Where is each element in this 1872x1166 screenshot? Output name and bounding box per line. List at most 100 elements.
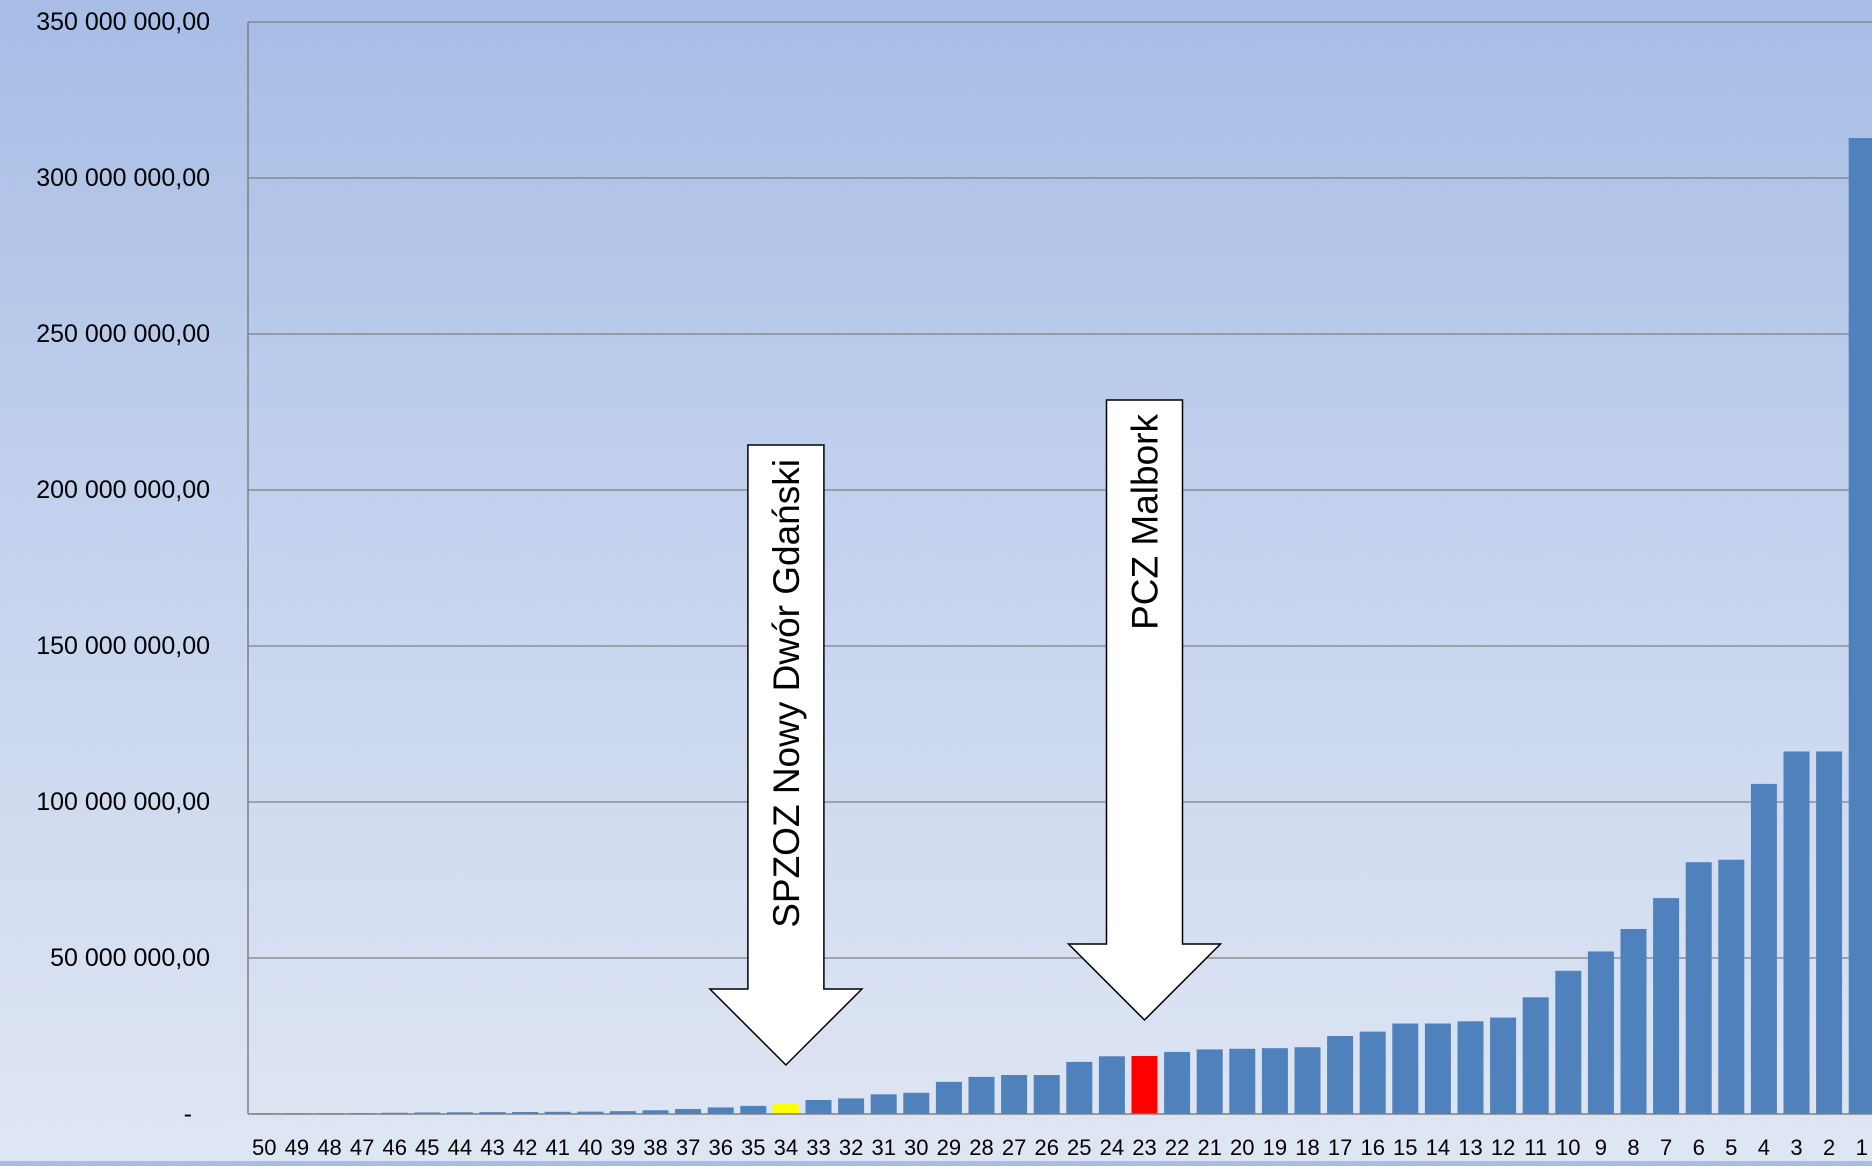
bar-10: [1555, 970, 1582, 1114]
x-tick-label-14: 14: [1426, 1135, 1450, 1160]
x-tick-label-3: 3: [1790, 1135, 1802, 1160]
bar-38: [642, 1110, 669, 1114]
bar-30: [903, 1092, 930, 1114]
annotation-arrow-pcz-malbork: [1066, 399, 1223, 1022]
annotation-arrow-spzoz-nowy-dw-r-gda-ski: [708, 444, 864, 1067]
x-tick-label-11: 11: [1524, 1135, 1547, 1160]
y-tick-label-0: -: [184, 1100, 192, 1128]
x-tick-label-18: 18: [1295, 1135, 1319, 1160]
bar-27: [1001, 1075, 1028, 1114]
x-tick-label-34: 34: [774, 1135, 798, 1160]
x-tick-label-22: 22: [1165, 1135, 1189, 1160]
bar-41: [544, 1111, 571, 1114]
bar-20: [1229, 1048, 1256, 1114]
y-tick-label-7: 350 000 000,00: [36, 8, 210, 36]
x-tick-label-29: 29: [937, 1135, 961, 1160]
bar-7: [1653, 898, 1680, 1114]
x-tick-label-24: 24: [1100, 1135, 1124, 1160]
bars: [251, 138, 1872, 1115]
bar-19: [1261, 1048, 1288, 1114]
bar-39: [609, 1111, 636, 1114]
y-axis-tick-labels: - 50 000 000,00 100 000 000,00 150 000 000,…: [36, 8, 210, 1128]
bar-16: [1359, 1031, 1386, 1114]
x-tick-label-16: 16: [1360, 1135, 1384, 1160]
x-tick-label-13: 13: [1458, 1135, 1482, 1160]
x-tick-label-6: 6: [1693, 1135, 1705, 1160]
x-tick-label-9: 9: [1595, 1135, 1607, 1160]
x-tick-label-49: 49: [285, 1135, 309, 1160]
x-tick-label-19: 19: [1263, 1135, 1287, 1160]
x-tick-label-21: 21: [1197, 1135, 1221, 1160]
annotation-label-pcz-malbork: PCZ Malbork: [1125, 414, 1166, 630]
x-tick-label-32: 32: [839, 1135, 863, 1160]
x-tick-label-41: 41: [545, 1135, 569, 1160]
y-tick-label-3: 150 000 000,00: [36, 632, 210, 660]
x-tick-label-27: 27: [1002, 1135, 1026, 1160]
x-tick-label-28: 28: [969, 1135, 993, 1160]
y-tick-label-2: 100 000 000,00: [36, 788, 210, 816]
bar-22: [1164, 1051, 1191, 1114]
bar-24: [1098, 1056, 1125, 1114]
bar-2: [1816, 751, 1843, 1114]
x-tick-label-4: 4: [1758, 1135, 1770, 1160]
bar-37: [675, 1109, 702, 1114]
x-tick-label-26: 26: [1034, 1135, 1058, 1160]
y-tick-label-4: 200 000 000,00: [36, 476, 210, 504]
bar-40: [577, 1111, 604, 1114]
x-tick-label-45: 45: [415, 1135, 439, 1160]
x-tick-label-5: 5: [1725, 1135, 1737, 1160]
bar-35: [740, 1105, 767, 1114]
x-tick-label-47: 47: [350, 1135, 374, 1160]
bar-15: [1392, 1023, 1419, 1114]
x-axis-tick-labels: 50 49 48 47 46 45 44 43 42 41 40 39 38 37 36 35 34 33 32 31…: [252, 1135, 1868, 1160]
x-tick-label-12: 12: [1491, 1135, 1515, 1160]
x-tick-label-25: 25: [1067, 1135, 1091, 1160]
y-tick-label-5: 250 000 000,00: [36, 320, 210, 348]
y-tick-label-6: 300 000 000,00: [36, 164, 210, 192]
x-tick-label-43: 43: [480, 1135, 504, 1160]
bar-4: [1750, 783, 1777, 1114]
x-tick-label-50: 50: [252, 1135, 276, 1160]
bar-44: [446, 1112, 473, 1114]
axes: [247, 22, 1872, 1115]
bar-13: [1457, 1021, 1484, 1114]
bar-12: [1490, 1017, 1517, 1114]
bar-31: [870, 1094, 897, 1114]
x-tick-label-17: 17: [1328, 1135, 1352, 1160]
bar-42: [512, 1111, 539, 1114]
x-tick-label-7: 7: [1660, 1135, 1672, 1160]
bar-45: [414, 1112, 441, 1114]
x-tick-label-42: 42: [513, 1135, 537, 1160]
bar-26: [1033, 1075, 1060, 1114]
x-tick-label-35: 35: [741, 1135, 765, 1160]
x-tick-label-10: 10: [1556, 1135, 1580, 1160]
bar-33: [805, 1099, 832, 1114]
x-tick-label-15: 15: [1393, 1135, 1417, 1160]
bar-43: [479, 1112, 506, 1114]
x-tick-label-39: 39: [611, 1135, 635, 1160]
x-tick-label-33: 33: [806, 1135, 830, 1160]
x-tick-label-23: 23: [1132, 1135, 1156, 1160]
bar-18: [1294, 1047, 1321, 1114]
annotation-label-spzoz-nowy-dw-r-gda-ski: SPZOZ Nowy Dwór Gdański: [766, 459, 807, 928]
bar-23: [1131, 1055, 1158, 1114]
bar-21: [1196, 1049, 1223, 1114]
x-tick-label-36: 36: [708, 1135, 732, 1160]
x-tick-label-20: 20: [1230, 1135, 1254, 1160]
bar-29: [935, 1081, 962, 1114]
bar-28: [968, 1076, 995, 1114]
x-tick-label-1: 1: [1856, 1135, 1868, 1160]
x-tick-label-44: 44: [448, 1135, 472, 1160]
x-tick-label-37: 37: [676, 1135, 700, 1160]
y-tick-label-1: 50 000 000,00: [50, 944, 210, 972]
bar-34: [772, 1103, 799, 1114]
bar-9: [1587, 951, 1614, 1114]
bar-3: [1783, 751, 1810, 1114]
x-tick-label-2: 2: [1823, 1135, 1835, 1160]
x-tick-label-31: 31: [871, 1135, 895, 1160]
bar-25: [1066, 1061, 1093, 1114]
bar-36: [707, 1107, 734, 1114]
x-tick-label-30: 30: [904, 1135, 928, 1160]
